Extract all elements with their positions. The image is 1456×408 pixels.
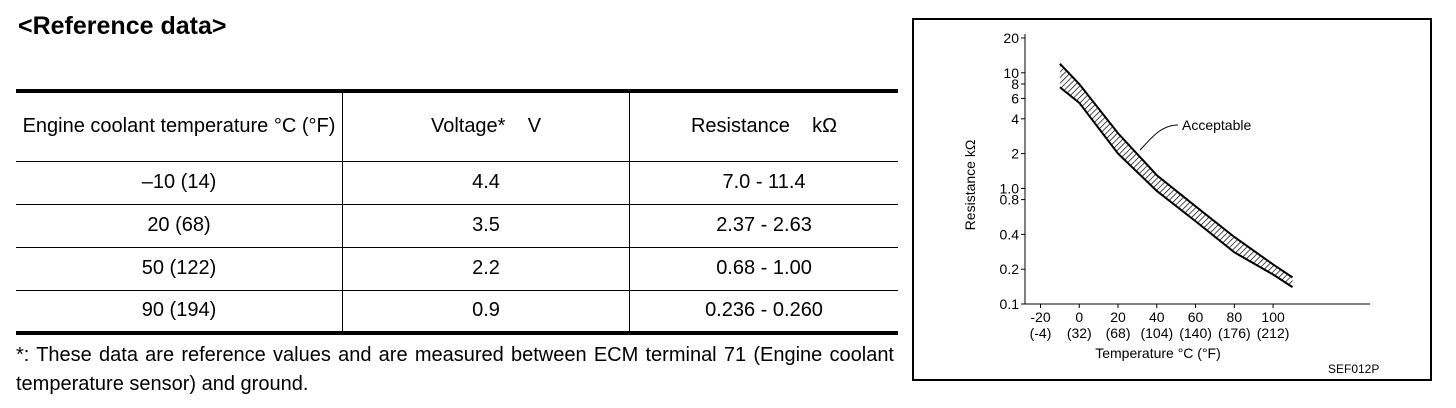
y-tick-label: 0.2 bbox=[1000, 261, 1020, 277]
y-tick-label: 0.8 bbox=[1000, 192, 1020, 208]
x-tick-label: 60 bbox=[1188, 309, 1204, 325]
acceptable-band bbox=[1059, 63, 1293, 288]
cell: 4.4 bbox=[342, 161, 630, 204]
footnote: *: These data are reference values and a… bbox=[16, 344, 894, 395]
header-cell: Voltage* V bbox=[342, 91, 630, 161]
x-tick-label-f: (212) bbox=[1257, 325, 1290, 341]
upper-limit bbox=[1059, 62, 1294, 279]
cell: 20 (68) bbox=[147, 214, 211, 236]
y-tick-label: 0.4 bbox=[1000, 226, 1020, 242]
x-tick-label: 0 bbox=[1075, 309, 1083, 325]
x-tick-label: 100 bbox=[1261, 309, 1285, 325]
cell: 0.236 - 0.260 bbox=[629, 290, 898, 333]
x-tick-label-f: (140) bbox=[1179, 325, 1212, 341]
row: 50 (122) 2.2 0.68 - 1.00 bbox=[16, 247, 898, 290]
cell: 50 (122) bbox=[141, 257, 217, 279]
leader-line bbox=[1139, 124, 1179, 151]
cell: 3.5 bbox=[342, 204, 630, 247]
y-tick-label: 4 bbox=[1011, 111, 1019, 127]
figure-code: SEF012P bbox=[1328, 362, 1379, 376]
cell: 2.2 bbox=[342, 247, 630, 290]
cell: 90 (194) bbox=[141, 299, 217, 322]
cell: 0.9 bbox=[342, 290, 630, 333]
cell: 0.68 - 1.00 bbox=[629, 247, 898, 290]
row: 20 (68) 3.5 2.37 - 2.63 bbox=[16, 204, 898, 247]
y-tick-label: 8 bbox=[1011, 76, 1019, 92]
x-tick-label: 80 bbox=[1227, 309, 1243, 325]
x-tick-label-f: (-4) bbox=[1030, 325, 1052, 341]
figure-frame bbox=[912, 18, 1432, 381]
y-axis-label: Resistance kΩ bbox=[962, 140, 978, 231]
x-tick-label: 40 bbox=[1149, 309, 1165, 325]
y-tick-label: 1.0 bbox=[1000, 180, 1020, 196]
x-tick-label-f: (176) bbox=[1218, 325, 1251, 341]
cell: 2.37 - 2.63 bbox=[629, 204, 898, 247]
x-tick-label-f: (68) bbox=[1106, 325, 1131, 341]
y-tick-label: 10 bbox=[1003, 65, 1019, 81]
annotation: Acceptable bbox=[1182, 117, 1251, 133]
x-tick-label-f: (32) bbox=[1067, 325, 1092, 341]
cell: 7.0 - 11.4 bbox=[629, 161, 898, 204]
y-tick-label: 6 bbox=[1011, 90, 1019, 106]
x-axis-label: Temperature °C (°F) bbox=[1095, 345, 1221, 361]
row: –10 (14) 4.4 7.0 - 11.4 bbox=[16, 161, 898, 204]
heading: <Reference data> bbox=[18, 12, 227, 40]
y-tick-label: 20 bbox=[1003, 30, 1019, 46]
y-tick-label: 0.1 bbox=[1000, 296, 1020, 312]
header-cell: Resistance kΩ bbox=[629, 91, 898, 161]
row: 90 (194) 0.9 0.236 - 0.260 bbox=[16, 290, 898, 333]
x-tick-label-f: (104) bbox=[1140, 325, 1173, 341]
y-tick-label: 2 bbox=[1011, 146, 1019, 162]
reference-table: Engine coolant temperature °C (°F) Volta… bbox=[16, 89, 898, 335]
header-row: Engine coolant temperature °C (°F) Volta… bbox=[16, 91, 898, 161]
lower-limit bbox=[1059, 86, 1294, 288]
header-cell: Engine coolant temperature °C (°F) bbox=[22, 115, 336, 138]
cell: –10 (14) bbox=[141, 171, 217, 193]
x-tick-label: -20 bbox=[1030, 309, 1050, 325]
x-tick-label: 20 bbox=[1110, 309, 1126, 325]
